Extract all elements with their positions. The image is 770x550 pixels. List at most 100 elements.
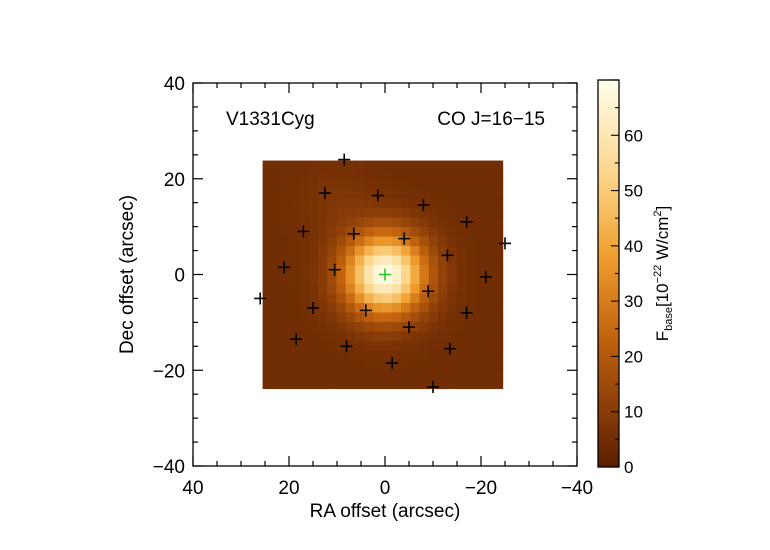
heatmap-cell bbox=[290, 302, 301, 314]
spaxel-marker bbox=[371, 189, 384, 202]
heatmap-cell bbox=[391, 331, 402, 342]
heatmap-cell bbox=[437, 321, 448, 333]
heatmap-cell bbox=[290, 189, 301, 200]
heatmap-cell bbox=[364, 265, 374, 276]
heatmap-cell bbox=[262, 284, 273, 295]
heatmap-cell bbox=[493, 274, 504, 285]
heatmap-cell bbox=[456, 350, 467, 361]
heatmap-cell bbox=[373, 265, 384, 276]
heatmap-cell bbox=[299, 312, 310, 323]
heatmap-cell bbox=[447, 217, 458, 228]
heatmap-cell bbox=[317, 284, 328, 295]
heatmap-cell bbox=[391, 265, 402, 276]
heatmap-cell bbox=[447, 160, 458, 171]
heatmap-cell bbox=[317, 302, 328, 314]
heatmap-cell bbox=[465, 255, 476, 266]
heatmap-cell bbox=[364, 160, 374, 171]
heatmap-cell bbox=[410, 208, 421, 219]
heatmap-cell bbox=[317, 350, 328, 361]
y-tick-label: 40 bbox=[164, 74, 185, 95]
heatmap-cell bbox=[428, 340, 439, 352]
heatmap-cell bbox=[308, 160, 319, 171]
heatmap-cell bbox=[317, 189, 328, 200]
heatmap-cell bbox=[484, 350, 494, 361]
heatmap-cell bbox=[345, 217, 356, 228]
heatmap-cell bbox=[281, 359, 291, 371]
heatmap-cell bbox=[465, 369, 476, 380]
heatmap-cell bbox=[345, 198, 356, 209]
heatmap-cell bbox=[354, 170, 365, 181]
heatmap-cell bbox=[493, 340, 504, 352]
heatmap-cell bbox=[401, 359, 411, 371]
heatmap-cell bbox=[336, 302, 347, 314]
heatmap-cell bbox=[419, 359, 430, 371]
heatmap-cell bbox=[299, 378, 310, 390]
heatmap-cell bbox=[317, 255, 328, 266]
heatmap-cell bbox=[447, 208, 458, 219]
heatmap-cell bbox=[437, 359, 448, 371]
heatmap-cell bbox=[456, 340, 467, 352]
heatmap-cell bbox=[271, 359, 282, 371]
heatmap-cell bbox=[465, 227, 476, 238]
heatmap-cell bbox=[493, 255, 504, 266]
heatmap-cell bbox=[299, 274, 310, 285]
heatmap-cell bbox=[364, 340, 374, 352]
heatmap-cell bbox=[262, 293, 273, 304]
heatmap-cell bbox=[437, 217, 448, 228]
heatmap-cell bbox=[484, 284, 494, 295]
heatmap-cell bbox=[437, 293, 448, 304]
heatmap-cell bbox=[391, 170, 402, 181]
heatmap-cell bbox=[456, 246, 467, 257]
heatmap-cell bbox=[456, 369, 467, 380]
heatmap-cell bbox=[290, 265, 301, 276]
heatmap-cell bbox=[317, 170, 328, 181]
heatmap-cell bbox=[373, 179, 384, 190]
heatmap-cell bbox=[401, 246, 411, 257]
heatmap-cell bbox=[410, 274, 421, 285]
heatmap-cell bbox=[345, 265, 356, 276]
heatmap-cell bbox=[281, 321, 291, 333]
heatmap-cell bbox=[336, 293, 347, 304]
heatmap-cell bbox=[493, 378, 504, 390]
spaxel-marker bbox=[422, 285, 435, 298]
heatmap-cell bbox=[465, 302, 476, 314]
heatmap-cell bbox=[281, 284, 291, 295]
heatmap-cell bbox=[410, 198, 421, 209]
heatmap-cell bbox=[308, 170, 319, 181]
heatmap-cell bbox=[382, 274, 393, 285]
heatmap-cell bbox=[364, 302, 374, 314]
heatmap-cell bbox=[410, 160, 421, 171]
heatmap-cell bbox=[317, 312, 328, 323]
heatmap-cell bbox=[391, 293, 402, 304]
heatmap-cell bbox=[428, 255, 439, 266]
heatmap-cell bbox=[437, 255, 448, 266]
heatmap-cell bbox=[391, 246, 402, 257]
heatmap-cell bbox=[354, 265, 365, 276]
heatmap-cell bbox=[290, 369, 301, 380]
heatmap-cell bbox=[308, 198, 319, 209]
heatmap-cell bbox=[345, 378, 356, 390]
heatmap-cell bbox=[419, 189, 430, 200]
heatmap-cell bbox=[410, 350, 421, 361]
heatmap-cell bbox=[308, 246, 319, 257]
heatmap-cell bbox=[401, 255, 411, 266]
heatmap-cell bbox=[308, 293, 319, 304]
heatmap-cell bbox=[299, 359, 310, 371]
heatmap-cell bbox=[493, 227, 504, 238]
heatmap-cell bbox=[474, 284, 485, 295]
heatmap-cell bbox=[456, 227, 467, 238]
heatmap-cell bbox=[336, 179, 347, 190]
heatmap-cell bbox=[317, 359, 328, 371]
heatmap-cell bbox=[410, 179, 421, 190]
heatmap-cell bbox=[382, 369, 393, 380]
heatmap-cell bbox=[493, 284, 504, 295]
heatmap-cell bbox=[484, 369, 494, 380]
heatmap-cell bbox=[364, 293, 374, 304]
heatmap-cell bbox=[271, 160, 282, 171]
heatmap-cell bbox=[493, 293, 504, 304]
heatmap-cell bbox=[391, 217, 402, 228]
heatmap-cell bbox=[336, 208, 347, 219]
heatmap-cell bbox=[299, 189, 310, 200]
colorbar-tick-label: 40 bbox=[624, 237, 643, 256]
